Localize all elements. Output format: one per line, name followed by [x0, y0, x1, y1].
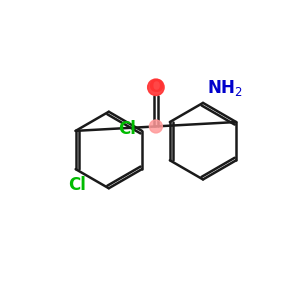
Circle shape [148, 79, 164, 95]
Text: Cl: Cl [118, 120, 136, 138]
Text: NH$_2$: NH$_2$ [207, 79, 243, 98]
Text: Cl: Cl [68, 176, 86, 194]
Text: O: O [148, 78, 164, 96]
Circle shape [149, 120, 162, 133]
